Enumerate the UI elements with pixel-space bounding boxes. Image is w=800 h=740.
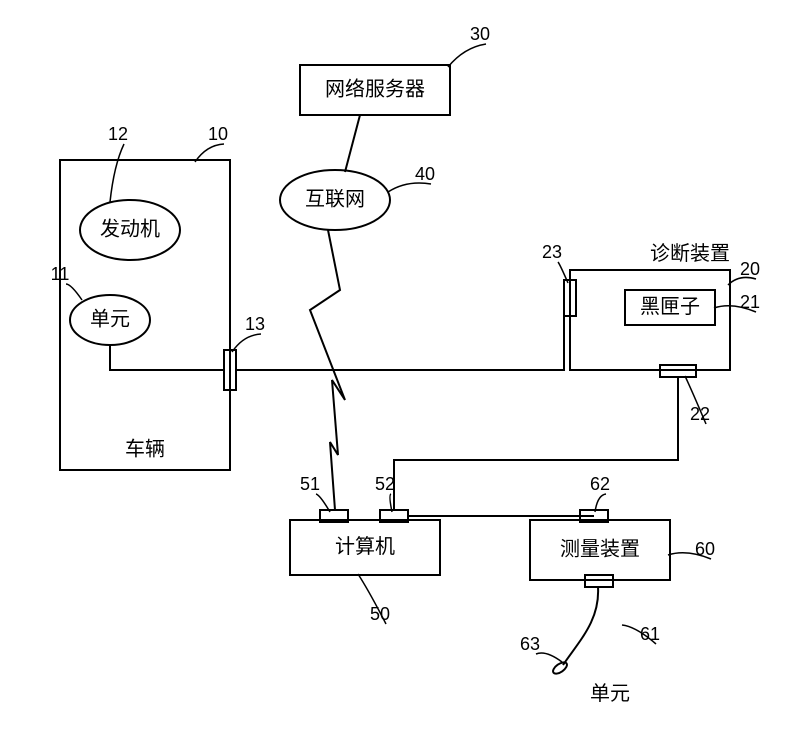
vehicle-box bbox=[60, 160, 230, 470]
callout-c12: 12 bbox=[108, 124, 128, 144]
callout-c22: 22 bbox=[690, 404, 710, 424]
callout-c52: 52 bbox=[375, 474, 395, 494]
edge bbox=[236, 316, 564, 370]
edge bbox=[345, 115, 360, 172]
leader-c63 bbox=[536, 653, 562, 662]
diag-label: 诊断装置 bbox=[650, 242, 730, 265]
blackbox-label: 黑匣子 bbox=[640, 296, 700, 318]
callout-c11: 11 bbox=[51, 264, 70, 284]
edge bbox=[110, 345, 224, 370]
computer-label: 计算机 bbox=[335, 535, 395, 558]
edge bbox=[563, 587, 598, 665]
callout-c20: 20 bbox=[740, 259, 760, 279]
callout-c23: 23 bbox=[542, 242, 562, 262]
callout-c13: 13 bbox=[245, 314, 265, 334]
engine-label: 发动机 bbox=[100, 217, 160, 240]
leader-c30 bbox=[448, 44, 486, 67]
callout-c63: 63 bbox=[520, 634, 540, 654]
callout-c10: 10 bbox=[208, 124, 228, 144]
callout-c61: 61 bbox=[640, 624, 660, 644]
callout-c50: 50 bbox=[370, 604, 390, 624]
leader-c11 bbox=[66, 284, 82, 300]
callout-c51: 51 bbox=[300, 474, 320, 494]
edge bbox=[394, 377, 678, 510]
callout-c30: 30 bbox=[470, 24, 490, 44]
unit-label: 单元 bbox=[90, 307, 130, 330]
diagram-canvas: 车辆发动机单元网络服务器互联网诊断装置黑匣子计算机测量装置单元304010121… bbox=[0, 0, 800, 740]
callout-c62: 62 bbox=[590, 474, 610, 494]
callout-c40: 40 bbox=[415, 164, 435, 184]
server-label: 网络服务器 bbox=[325, 77, 425, 100]
internet-label: 互联网 bbox=[305, 187, 365, 210]
diag-box bbox=[570, 270, 730, 370]
unit2-label: 单元 bbox=[590, 682, 630, 705]
vehicle-label: 车辆 bbox=[125, 437, 165, 460]
leader-c40 bbox=[388, 183, 431, 192]
measure-label: 测量装置 bbox=[560, 537, 640, 560]
probe-tip-icon bbox=[551, 660, 569, 676]
callout-c21: 21 bbox=[740, 292, 760, 312]
leader-c12 bbox=[110, 144, 124, 202]
callout-c60: 60 bbox=[695, 539, 715, 559]
